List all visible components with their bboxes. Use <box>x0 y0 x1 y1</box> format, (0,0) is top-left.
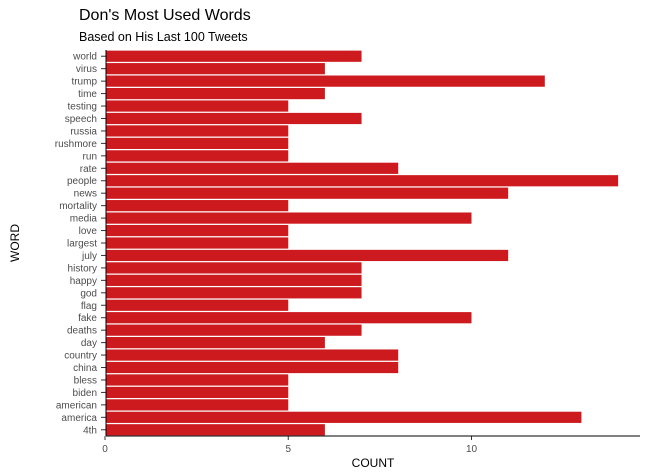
bar-mortality <box>106 200 289 212</box>
x-tick-label: 0 <box>102 444 108 455</box>
y-tick-label: virus <box>76 64 97 75</box>
y-axis-title: WORD <box>8 224 22 262</box>
y-tick-label: time <box>78 89 97 100</box>
y-tick-label: testing <box>68 102 97 113</box>
y-tick-label: fake <box>78 313 97 324</box>
chart-subtitle: Based on His Last 100 Tweets <box>79 30 248 44</box>
bar-largest <box>106 237 289 249</box>
y-tick-label: rushmore <box>55 139 98 150</box>
y-tick-label: news <box>74 189 97 200</box>
y-tick-label: america <box>61 413 97 424</box>
y-tick-label: god <box>80 288 97 299</box>
bar-rushmore <box>106 137 289 149</box>
y-tick-label: happy <box>70 276 97 287</box>
bar-4th <box>106 424 325 436</box>
bar-god <box>106 287 362 299</box>
x-tick-label: 5 <box>285 444 291 455</box>
bar-flag <box>106 299 289 311</box>
y-tick-label: american <box>56 400 97 411</box>
bar-american <box>106 399 289 411</box>
y-tick-label: china <box>73 363 97 374</box>
x-axis-title: COUNT <box>352 456 395 470</box>
bar-rate <box>106 162 399 174</box>
bar-love <box>106 224 289 237</box>
bar-history <box>106 262 362 274</box>
bar-run <box>106 150 289 162</box>
bar-trump <box>106 75 545 87</box>
bar-china <box>106 361 399 374</box>
bar-country <box>106 349 399 361</box>
bar-news <box>106 187 509 199</box>
y-tick-label: july <box>81 251 97 262</box>
bars-layer <box>106 50 619 436</box>
bar-bless <box>106 374 289 386</box>
bar-world <box>106 50 362 62</box>
bar-deaths <box>106 324 362 336</box>
y-tick-label: deaths <box>67 326 97 337</box>
bar-july <box>106 249 509 262</box>
bar-people <box>106 175 619 187</box>
y-tick-label: world <box>72 52 97 63</box>
x-tick-label: 10 <box>466 444 478 455</box>
bar-fake <box>106 312 472 324</box>
y-tick-label: country <box>64 351 97 362</box>
y-tick-label: history <box>68 263 97 274</box>
bar-day <box>106 337 325 349</box>
bar-media <box>106 212 472 224</box>
y-tick-label: love <box>79 226 98 237</box>
y-tick-label: media <box>70 214 98 225</box>
y-tick-label: run <box>83 151 97 162</box>
bar-america <box>106 411 582 423</box>
bar-testing <box>106 100 289 112</box>
chart-title: Don's Most Used Words <box>79 7 251 24</box>
x-ticks: 0 5 10 <box>102 436 477 455</box>
y-tick-label: people <box>67 176 97 187</box>
y-tick-label: trump <box>71 77 97 88</box>
bar-speech <box>106 112 362 125</box>
y-tick-label: largest <box>67 239 97 250</box>
bar-time <box>106 87 325 100</box>
y-tick-label: bless <box>74 375 97 386</box>
y-tick-label: russia <box>70 126 97 137</box>
y-tick-label: speech <box>65 114 97 125</box>
bar-russia <box>106 125 289 137</box>
y-tick-label: biden <box>73 388 97 399</box>
bar-virus <box>106 63 325 75</box>
bar-happy <box>106 274 362 286</box>
y-tick-label: day <box>81 338 97 349</box>
y-tick-label: mortality <box>59 201 97 212</box>
y-tick-label: rate <box>80 164 98 175</box>
bar-biden <box>106 386 289 399</box>
y-tick-label: flag <box>81 301 97 312</box>
y-tick-label: 4th <box>83 425 97 436</box>
